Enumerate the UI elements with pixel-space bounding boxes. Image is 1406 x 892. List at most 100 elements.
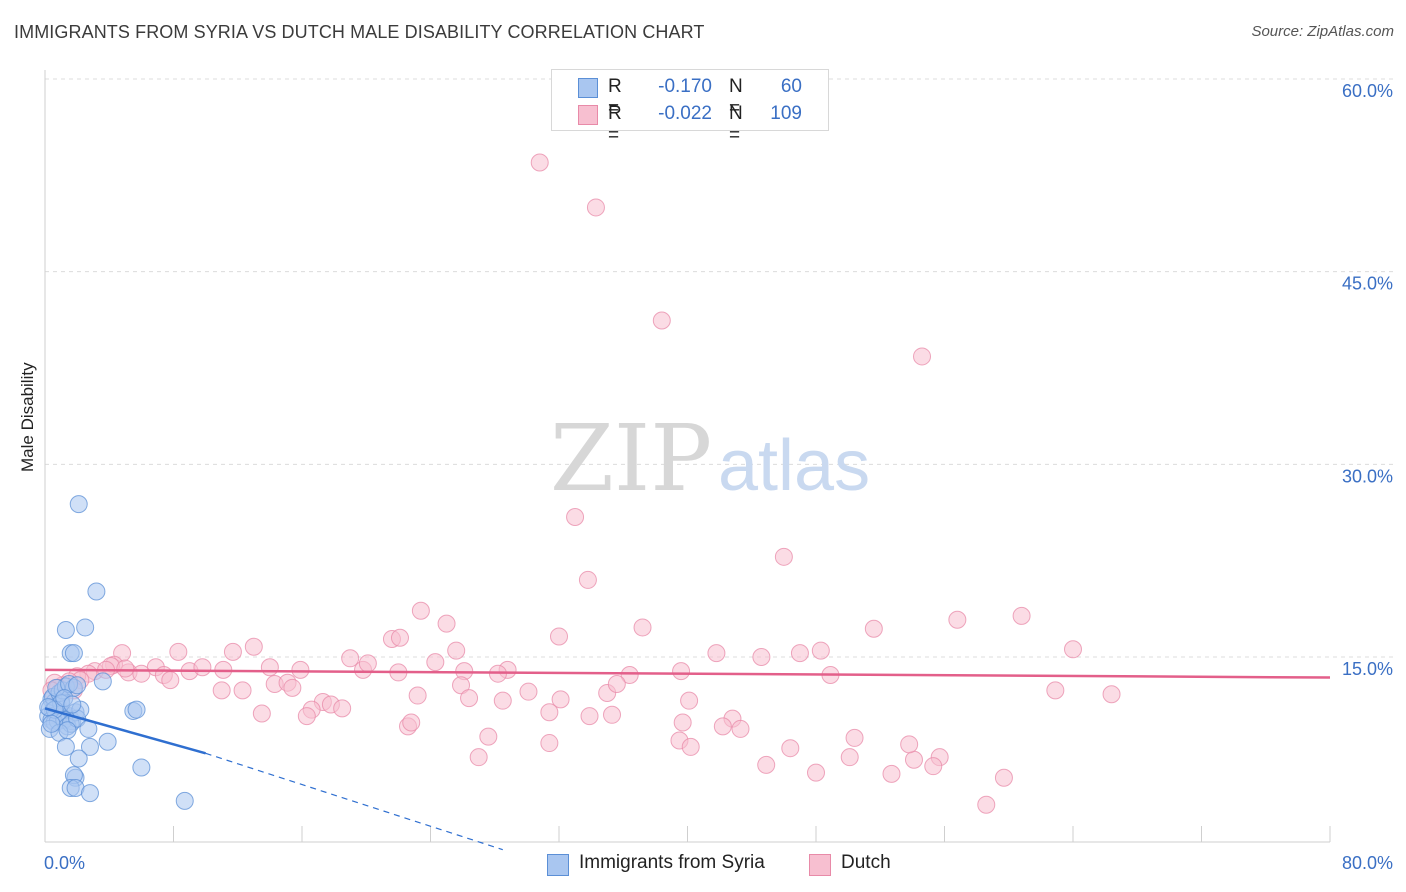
point-dutch: [411, 601, 430, 620]
point-dutch: [774, 547, 793, 566]
point-dutch: [212, 681, 231, 700]
stats-n-value: 109: [770, 103, 802, 124]
point-dutch: [840, 748, 859, 767]
point-dutch: [447, 641, 466, 660]
point-dutch: [681, 737, 700, 756]
point-syria: [56, 737, 75, 756]
legend-label-syria: Immigrants from Syria: [579, 852, 765, 873]
stats-r-value: -0.022: [658, 103, 712, 124]
stats-r-label: R =: [608, 76, 622, 119]
point-dutch: [193, 658, 212, 677]
y-tick-label: 60.0%: [1342, 81, 1393, 101]
point-dutch: [900, 735, 919, 754]
point-dutch: [161, 671, 180, 690]
point-dutch: [479, 727, 498, 746]
point-dutch: [948, 610, 967, 629]
point-dutch: [223, 642, 242, 661]
point-syria: [68, 676, 87, 695]
point-dutch: [904, 750, 923, 769]
point-dutch: [252, 704, 271, 723]
point-dutch: [757, 755, 776, 774]
point-dutch: [452, 676, 471, 695]
point-dutch: [633, 618, 652, 637]
point-dutch: [864, 619, 883, 638]
point-dutch: [233, 681, 252, 700]
point-syria: [80, 737, 99, 756]
watermark-atlas: atlas: [718, 426, 870, 506]
point-dutch: [673, 713, 692, 732]
point-syria: [132, 758, 151, 777]
trend-line-syria: [44, 707, 206, 755]
point-dutch: [603, 705, 622, 724]
y-tick-label: 30.0%: [1342, 466, 1393, 486]
point-syria: [80, 784, 99, 803]
point-dutch: [994, 768, 1013, 787]
point-dutch: [752, 648, 771, 666]
stats-n-label: N =: [729, 76, 743, 119]
point-dutch: [913, 347, 932, 366]
point-syria: [127, 700, 146, 719]
point-dutch: [807, 763, 825, 782]
point-dutch: [169, 642, 188, 661]
stats-swatch-syria: [578, 78, 598, 98]
trend-lines: [44, 668, 1331, 851]
stats-r-value: -0.170: [658, 76, 712, 97]
point-dutch: [493, 691, 512, 710]
chart-title: IMMIGRANTS FROM SYRIA VS DUTCH MALE DISA…: [14, 22, 705, 42]
y-tick-label: 15.0%: [1342, 659, 1393, 679]
chart-source: Source: ZipAtlas.com: [1251, 23, 1394, 40]
point-syria: [64, 644, 83, 663]
point-dutch: [607, 674, 626, 693]
point-dutch: [1046, 681, 1065, 700]
point-syria: [93, 672, 112, 691]
watermark: ZIP atlas: [550, 405, 870, 512]
point-dutch: [731, 719, 750, 738]
x-tick-label: 0.0%: [44, 853, 85, 873]
point-syria: [69, 749, 88, 768]
point-dutch: [358, 654, 377, 673]
point-dutch: [297, 707, 316, 726]
point-syria: [175, 791, 194, 810]
point-dutch: [530, 153, 549, 172]
legend-swatch-syria: [547, 854, 569, 876]
stats-r-label: R =: [608, 103, 622, 146]
stats-swatch-dutch: [578, 105, 598, 125]
point-dutch: [408, 686, 427, 705]
point-syria: [58, 721, 77, 740]
point-dutch: [540, 734, 559, 753]
stats-n-label: N =: [729, 103, 743, 146]
point-dutch: [882, 764, 901, 783]
point-syria: [87, 582, 106, 601]
point-dutch: [291, 660, 310, 679]
trend-line-dutch: [44, 668, 1331, 679]
watermark-zip: ZIP: [550, 405, 712, 512]
point-dutch: [845, 728, 864, 747]
point-syria: [98, 732, 117, 751]
point-dutch: [260, 658, 279, 677]
legend-swatch-dutch: [809, 854, 831, 876]
point-dutch: [578, 570, 597, 589]
point-dutch: [460, 689, 479, 708]
point-dutch: [116, 659, 135, 678]
point-dutch: [566, 507, 585, 526]
point-dutch: [652, 311, 671, 330]
point-dutch: [333, 699, 352, 718]
point-syria: [42, 714, 61, 733]
point-dutch: [1012, 606, 1031, 625]
point-dutch: [707, 644, 726, 663]
point-dutch: [426, 653, 445, 672]
point-dutch: [390, 628, 409, 647]
point-dutch: [550, 627, 568, 646]
point-dutch: [469, 748, 488, 767]
stats-box: R = -0.170 N = 60 R = -0.022 N = 109: [551, 69, 829, 146]
trend-line-syria-extension: [205, 752, 503, 851]
point-syria: [56, 621, 75, 640]
point-dutch: [1064, 640, 1082, 659]
point-dutch: [811, 641, 830, 660]
point-syria: [39, 698, 58, 717]
point-dutch: [283, 678, 302, 697]
point-dutch: [402, 713, 421, 732]
point-syria: [76, 618, 95, 637]
x-tick-label: 80.0%: [1342, 853, 1393, 873]
